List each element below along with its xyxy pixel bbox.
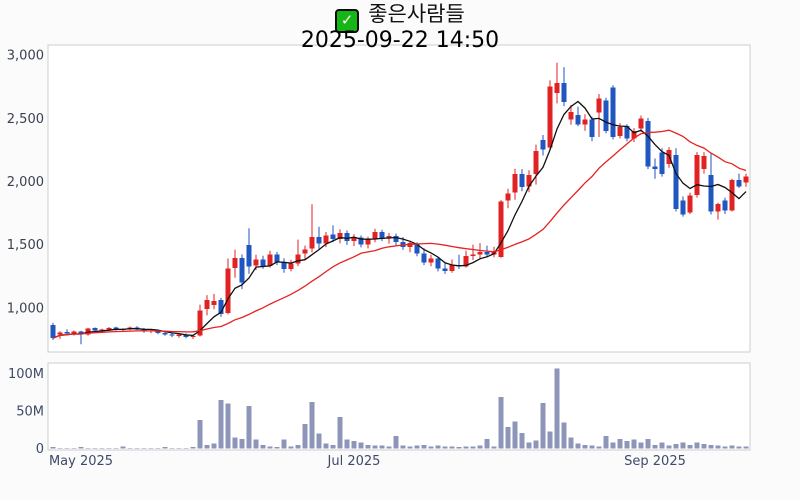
green-checkbox-icon: ✓ [335, 9, 360, 33]
svg-text:May 2025: May 2025 [49, 454, 113, 469]
svg-text:Jul 2025: Jul 2025 [327, 454, 381, 469]
svg-text:2,000: 2,000 [7, 175, 44, 190]
svg-text:Sep 2025: Sep 2025 [624, 454, 686, 469]
chart-header: ✓ 좋은사람들 2025-09-22 14:50 [0, 0, 800, 54]
chart-datetime: 2025-09-22 14:50 [300, 28, 500, 53]
stock-name: 좋은사람들 [368, 2, 465, 26]
svg-text:3,000: 3,000 [7, 49, 44, 64]
chart-title-line: ✓ 좋은사람들 [0, 0, 800, 33]
svg-text:1,500: 1,500 [7, 238, 44, 253]
svg-text:1,000: 1,000 [7, 301, 44, 316]
svg-text:2,500: 2,500 [7, 112, 44, 127]
svg-text:0: 0 [36, 442, 44, 457]
svg-text:50M: 50M [16, 405, 44, 420]
check-glyph: ✓ [340, 11, 354, 29]
svg-text:100M: 100M [8, 367, 44, 382]
